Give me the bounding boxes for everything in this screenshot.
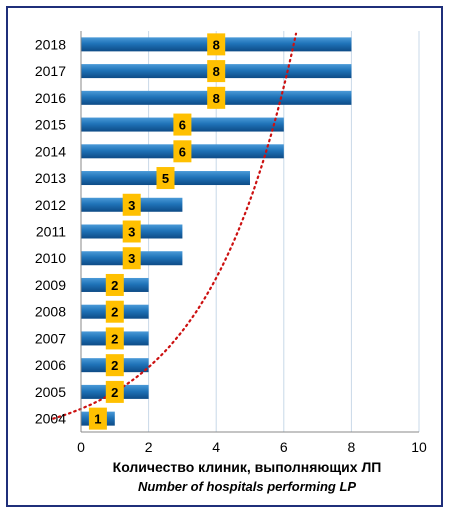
x-tick-label: 8 [348,439,356,455]
category-label: 2011 [36,224,66,240]
category-label: 2017 [35,63,66,79]
category-label: 2012 [35,197,66,213]
x-tick-label: 6 [280,439,288,455]
category-label: 2007 [35,330,66,346]
data-label: 8 [213,91,220,106]
data-label-box [105,273,124,296]
category-label: 2014 [35,143,66,159]
x-axis-title: Количество клиник, выполняющих ЛП [113,459,382,475]
category-label: 2010 [35,250,66,266]
data-label-box [105,300,124,323]
data-label: 8 [213,37,220,52]
data-label: 2 [111,385,118,400]
data-label: 3 [128,198,135,213]
data-label-box [173,140,192,163]
category-label: 2008 [35,304,66,320]
category-label: 2013 [35,170,66,186]
x-tick-label: 0 [77,439,85,455]
axes: 2018201720162015201420132012201120102009… [35,31,427,455]
category-label: 2005 [35,384,66,400]
data-label-box [88,407,107,430]
data-label: 8 [213,64,220,79]
category-label: 2016 [35,90,66,106]
trendline-path [52,32,298,420]
x-tick-label: 10 [411,439,427,455]
data-label-box [105,354,124,377]
data-label: 6 [179,144,186,159]
category-label: 2006 [35,357,66,373]
data-label-box [105,380,124,403]
data-label: 2 [111,305,118,320]
data-label-box [122,247,141,270]
data-label-box [207,60,226,83]
data-label: 2 [111,331,118,346]
data-label: 2 [111,278,118,293]
trendline [52,32,298,420]
data-label: 6 [179,118,186,133]
data-label: 2 [111,358,118,373]
x-tick-label: 2 [145,439,153,455]
data-label-box [207,86,226,109]
category-label: 2015 [35,117,66,133]
data-label-box [156,167,175,190]
category-label: 2004 [35,411,66,427]
data-label-box [207,33,226,56]
data-label: 5 [162,171,169,186]
data-label-box [105,327,124,350]
data-label-box [173,113,192,136]
category-label: 2018 [35,36,66,52]
x-tick-label: 4 [212,439,220,455]
x-axis-subtitle: Number of hospitals performing LP [138,479,356,494]
data-label: 3 [128,225,135,240]
data-label-box [122,193,141,216]
data-label-box [122,220,141,243]
category-label: 2009 [35,277,66,293]
data-label: 1 [94,412,101,427]
data-label: 3 [128,251,135,266]
